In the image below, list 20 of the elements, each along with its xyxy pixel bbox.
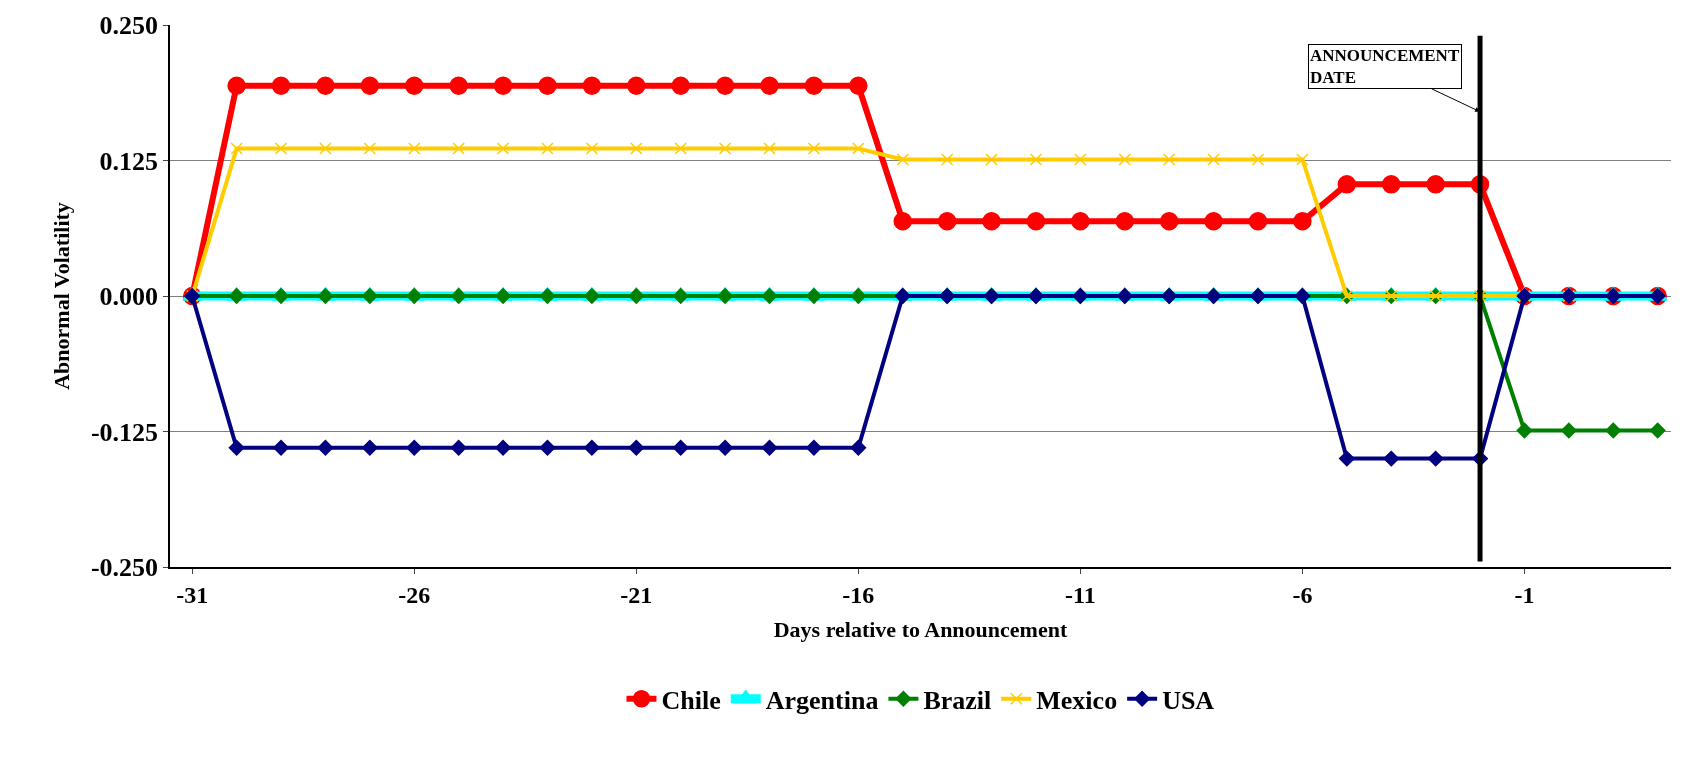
legend-label: Argentina bbox=[765, 685, 879, 715]
x-tick-label: -16 bbox=[842, 581, 875, 608]
legend-label: Chile bbox=[661, 685, 721, 715]
x-tick-label: -26 bbox=[398, 581, 431, 608]
y-axis-title: Abnormal Volatility bbox=[49, 202, 75, 390]
y-tick-label: 0.000 bbox=[99, 282, 159, 312]
legend-label: Brazil bbox=[923, 685, 992, 715]
x-tick-label: -1 bbox=[1514, 581, 1535, 608]
y-tick-label: -0.125 bbox=[90, 417, 159, 447]
x-tick-label: -6 bbox=[1292, 581, 1313, 608]
x-axis-title: Days relative to Announcement bbox=[773, 616, 1068, 642]
legend-label: Mexico bbox=[1036, 685, 1118, 715]
y-tick-label: 0.125 bbox=[99, 146, 159, 176]
legend-label: USA bbox=[1162, 685, 1215, 715]
y-tick-label: -0.250 bbox=[90, 553, 159, 583]
x-tick-label: -31 bbox=[176, 581, 209, 608]
x-tick-label: -21 bbox=[620, 581, 653, 608]
x-tick-label: -11 bbox=[1065, 581, 1096, 608]
ref-line-label: ANNOUNCEMENT DATE bbox=[1310, 46, 1460, 88]
y-tick-label: 0.250 bbox=[99, 11, 159, 41]
